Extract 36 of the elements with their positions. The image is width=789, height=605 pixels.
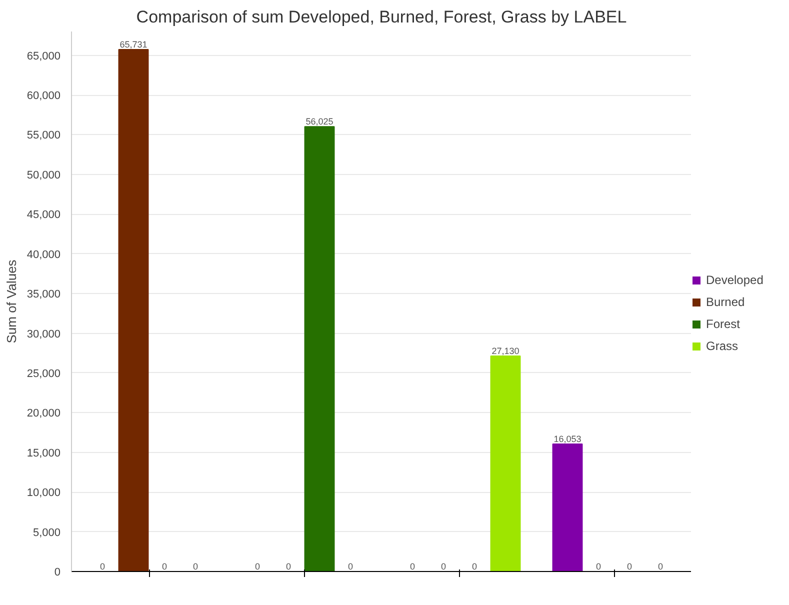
data-label: 0: [658, 562, 664, 572]
data-label: 0: [162, 562, 168, 572]
data-label: 0: [100, 562, 106, 572]
data-label: 56,025: [306, 116, 334, 127]
y-tick-label: 15,000: [26, 447, 61, 460]
y-tick-label: 30,000: [26, 328, 61, 340]
y-tick-label: 50,000: [26, 169, 61, 182]
y-tick-label: 40,000: [26, 248, 61, 261]
data-label: 16,053: [554, 434, 582, 444]
y-tick-label: 10,000: [26, 487, 61, 500]
chart-title: Comparison of sum Developed, Burned, Forest, Grass by LABEL: [136, 8, 627, 26]
y-tick-label: 0: [54, 566, 61, 578]
y-tick-label: 55,000: [26, 130, 61, 142]
data-label: 0: [472, 562, 478, 572]
data-label: 65,731: [120, 40, 148, 50]
data-label: 0: [254, 562, 260, 572]
data-label: 0: [192, 562, 198, 572]
data-label: 0: [596, 562, 602, 572]
legend-label: Developed: [706, 272, 764, 286]
data-label: 0: [626, 562, 632, 572]
data-label: 0: [440, 562, 446, 572]
y-tick-label: 20,000: [26, 408, 61, 420]
data-label: 0: [286, 562, 292, 572]
data-label: 0: [410, 562, 416, 572]
legend-label: Grass: [706, 338, 738, 352]
y-tick-label: 60,000: [26, 90, 61, 102]
legend-label: Burned: [706, 294, 745, 308]
y-axis-title: Sum of Values: [4, 259, 19, 344]
data-label: 0: [348, 562, 354, 572]
legend-label: Forest: [706, 316, 740, 330]
y-tick-label: 35,000: [26, 288, 61, 301]
y-tick-label: 45,000: [26, 209, 61, 222]
y-tick-label: 65,000: [26, 50, 61, 62]
data-label: 27,130: [492, 346, 520, 356]
y-tick-label: 25,000: [26, 368, 61, 380]
y-tick-label: 5,000: [32, 526, 61, 539]
